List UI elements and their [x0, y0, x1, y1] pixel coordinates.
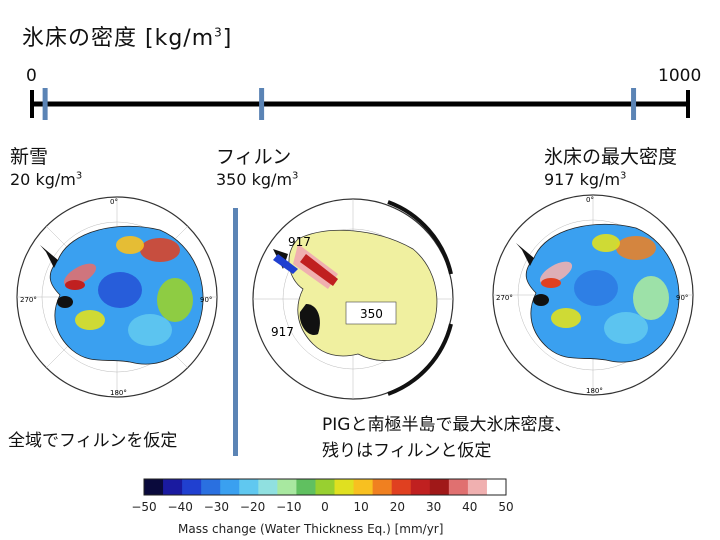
- colorbar-tick-label: −30: [203, 500, 230, 514]
- map-left-deg-90: 90°: [200, 296, 212, 304]
- colorbar-tick-label: 50: [498, 500, 514, 514]
- category-max-ice-name: 氷床の最大密度: [544, 146, 678, 168]
- antarctica-map-left: 270° 0° 180° 90°: [16, 196, 218, 398]
- colorbar-cell: [296, 479, 316, 495]
- right-note-line1: PIGと南極半島で最大氷床密度、: [322, 415, 572, 435]
- colorbar-tick-label: −50: [131, 500, 157, 514]
- colorbar-cell: [391, 479, 412, 495]
- map-center-label-917-top: 917: [288, 235, 311, 249]
- title-text: 氷床の密度 [kg/m: [22, 26, 215, 51]
- colorbar-cell: [429, 479, 450, 495]
- map-right-deg-270: 270°: [496, 294, 513, 302]
- colorbar-tick-label: 10: [353, 500, 369, 514]
- colorbar-cell: [448, 479, 469, 495]
- colorbar-cell: [239, 479, 259, 495]
- category-firn-name: フィルン: [216, 146, 292, 168]
- colorbar-cell: [315, 479, 336, 495]
- map-left-deg-0: 0°: [110, 198, 118, 206]
- scale-min-label: 0: [26, 66, 37, 86]
- colorbar-cell: [144, 479, 164, 495]
- page-title: 氷床の密度 [kg/m3]: [22, 20, 232, 52]
- map-center-label-350: 350: [360, 307, 383, 321]
- colorbar-tick-label: −10: [276, 500, 302, 514]
- colorbar-tick-label: 0: [321, 500, 329, 514]
- colorbar-cell: [467, 479, 488, 495]
- left-note: 全域でフィルンを仮定: [8, 431, 178, 451]
- map-right-deg-90: 90°: [676, 294, 688, 302]
- title-sup: 3: [214, 25, 223, 40]
- scale-max-label: 1000: [658, 66, 702, 86]
- colorbar-border: [143, 478, 507, 496]
- colorbar-cell: [277, 479, 297, 495]
- category-new-snow-name: 新雪: [10, 146, 49, 168]
- antarctica-map-right: 270° 0° 180° 90°: [492, 194, 694, 396]
- colorbar-title: Mass change (Water Thickness Eq.) [mm/yr…: [178, 522, 444, 536]
- colorbar-cell: [410, 479, 431, 495]
- map-center-label-917-lower-left: 917: [271, 325, 294, 339]
- colorbar-cell: [220, 479, 240, 495]
- antarctica-map-center: 917 917 350: [252, 198, 454, 400]
- colorbar-cell: [353, 479, 374, 495]
- category-max-ice-value: 917 kg/m3: [544, 170, 627, 189]
- colorbar-tick-label: 40: [462, 500, 478, 514]
- colorbar-cell: [182, 479, 202, 495]
- colorbar-cell: [334, 479, 355, 495]
- colorbar-tick-label: 20: [389, 500, 406, 514]
- colorbar-tick-label: −40: [167, 500, 193, 514]
- map-right-deg-0: 0°: [586, 196, 594, 204]
- continent-center: [288, 229, 438, 361]
- colorbar-tick-label: −20: [239, 500, 266, 514]
- colorbar-cell: [486, 479, 507, 495]
- colorbar-ticks: −50 −40 −30 −20 −10 0 10 20 30 40 50: [131, 500, 513, 516]
- map-right-deg-180: 180°: [586, 387, 603, 395]
- colorbar-cell: [201, 479, 221, 495]
- density-scale: [30, 88, 690, 120]
- colorbar-tick-label: 30: [425, 500, 442, 514]
- title-close: ]: [222, 26, 233, 51]
- colorbar-cell: [163, 479, 183, 495]
- colorbar-cell: [372, 479, 393, 495]
- divider: [233, 208, 238, 456]
- right-note: PIGと南極半島で最大氷床密度、 残りはフィルンと仮定: [322, 412, 571, 464]
- colorbar: [143, 478, 507, 496]
- colorbar-cell: [258, 479, 278, 495]
- category-new-snow-value: 20 kg/m3: [10, 170, 83, 189]
- map-left-deg-180: 180°: [110, 389, 127, 397]
- category-firn-value: 350 kg/m3: [216, 170, 299, 189]
- right-note-line2: 残りはフィルンと仮定: [322, 441, 492, 461]
- map-left-deg-270: 270°: [20, 296, 37, 304]
